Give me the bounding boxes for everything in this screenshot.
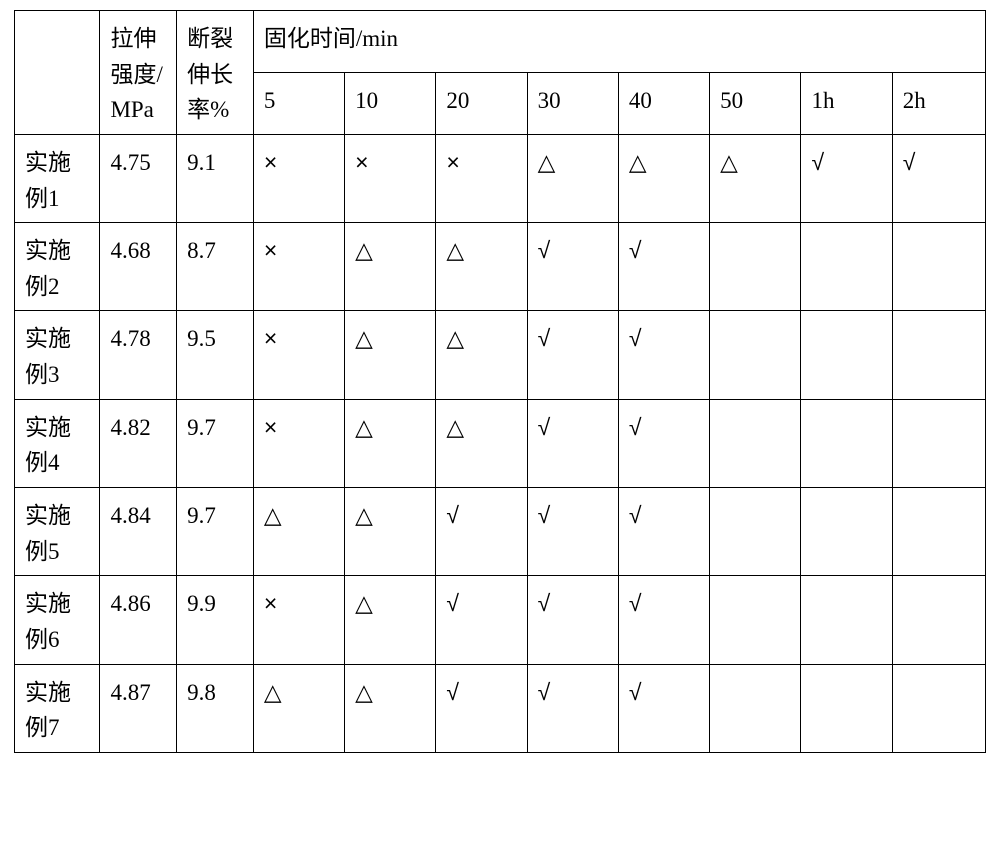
cell-t50 bbox=[710, 576, 801, 664]
cell-t40: √ bbox=[618, 399, 709, 487]
cell-tensile: 4.87 bbox=[100, 664, 177, 752]
cell-tensile: 4.86 bbox=[100, 576, 177, 664]
cell-t2h bbox=[892, 488, 985, 576]
cell-t30: √ bbox=[527, 576, 618, 664]
row-label: 实施例1 bbox=[15, 134, 100, 222]
cell-tensile: 4.68 bbox=[100, 223, 177, 311]
cell-t50 bbox=[710, 488, 801, 576]
header-time-2h: 2h bbox=[892, 72, 985, 134]
cell-t10: △ bbox=[345, 399, 436, 487]
cell-t40: √ bbox=[618, 223, 709, 311]
cell-t5: × bbox=[253, 399, 344, 487]
cell-t50 bbox=[710, 223, 801, 311]
header-time-20: 20 bbox=[436, 72, 527, 134]
cell-t20: √ bbox=[436, 488, 527, 576]
cell-tensile: 4.84 bbox=[100, 488, 177, 576]
cell-t5: × bbox=[253, 134, 344, 222]
cell-elong: 9.5 bbox=[177, 311, 254, 399]
table-row: 实施例4 4.82 9.7 × △ △ √ √ bbox=[15, 399, 986, 487]
cell-t1h bbox=[801, 311, 892, 399]
cell-t20: △ bbox=[436, 311, 527, 399]
cell-t10: △ bbox=[345, 223, 436, 311]
cell-t20: △ bbox=[436, 223, 527, 311]
cell-t5: × bbox=[253, 311, 344, 399]
cell-t30: △ bbox=[527, 134, 618, 222]
cell-t50 bbox=[710, 311, 801, 399]
cell-t40: △ bbox=[618, 134, 709, 222]
cell-t20: √ bbox=[436, 576, 527, 664]
cell-t20: △ bbox=[436, 399, 527, 487]
cell-elong: 9.7 bbox=[177, 488, 254, 576]
header-time-40: 40 bbox=[618, 72, 709, 134]
cell-t1h bbox=[801, 576, 892, 664]
cell-t2h bbox=[892, 399, 985, 487]
data-table: 拉伸强度/MPa 断裂伸长率% 固化时间/min 5 10 20 30 40 5… bbox=[14, 10, 986, 753]
cell-t40: √ bbox=[618, 576, 709, 664]
cell-t40: √ bbox=[618, 664, 709, 752]
cell-t5: △ bbox=[253, 488, 344, 576]
cell-t30: √ bbox=[527, 223, 618, 311]
row-label: 实施例6 bbox=[15, 576, 100, 664]
cell-t5: △ bbox=[253, 664, 344, 752]
table-row: 实施例7 4.87 9.8 △ △ √ √ √ bbox=[15, 664, 986, 752]
row-label: 实施例3 bbox=[15, 311, 100, 399]
cell-t1h bbox=[801, 399, 892, 487]
cell-t2h bbox=[892, 576, 985, 664]
cell-tensile: 4.82 bbox=[100, 399, 177, 487]
cell-t50 bbox=[710, 399, 801, 487]
cell-tensile: 4.78 bbox=[100, 311, 177, 399]
cell-t10: △ bbox=[345, 311, 436, 399]
row-label: 实施例2 bbox=[15, 223, 100, 311]
header-elongation: 断裂伸长率% bbox=[177, 11, 254, 135]
cell-t1h bbox=[801, 488, 892, 576]
table-row: 实施例6 4.86 9.9 × △ √ √ √ bbox=[15, 576, 986, 664]
header-cure-time: 固化时间/min bbox=[253, 11, 985, 73]
cell-t2h bbox=[892, 664, 985, 752]
row-label: 实施例4 bbox=[15, 399, 100, 487]
row-label: 实施例5 bbox=[15, 488, 100, 576]
cell-t20: × bbox=[436, 134, 527, 222]
table-row: 实施例5 4.84 9.7 △ △ √ √ √ bbox=[15, 488, 986, 576]
cell-elong: 8.7 bbox=[177, 223, 254, 311]
cell-t50 bbox=[710, 664, 801, 752]
header-time-10: 10 bbox=[345, 72, 436, 134]
cell-t30: √ bbox=[527, 399, 618, 487]
cell-t30: √ bbox=[527, 664, 618, 752]
cell-elong: 9.1 bbox=[177, 134, 254, 222]
cell-t2h bbox=[892, 223, 985, 311]
cell-t5: × bbox=[253, 576, 344, 664]
header-time-5: 5 bbox=[253, 72, 344, 134]
cell-t1h bbox=[801, 664, 892, 752]
row-label: 实施例7 bbox=[15, 664, 100, 752]
cell-t30: √ bbox=[527, 311, 618, 399]
cell-t50: △ bbox=[710, 134, 801, 222]
header-time-50: 50 bbox=[710, 72, 801, 134]
table-row: 实施例3 4.78 9.5 × △ △ √ √ bbox=[15, 311, 986, 399]
cell-elong: 9.7 bbox=[177, 399, 254, 487]
cell-t10: △ bbox=[345, 488, 436, 576]
cell-t30: √ bbox=[527, 488, 618, 576]
cell-elong: 9.8 bbox=[177, 664, 254, 752]
cell-t5: × bbox=[253, 223, 344, 311]
cell-t1h bbox=[801, 223, 892, 311]
cell-t1h: √ bbox=[801, 134, 892, 222]
header-tensile-strength: 拉伸强度/MPa bbox=[100, 11, 177, 135]
cell-elong: 9.9 bbox=[177, 576, 254, 664]
cell-t20: √ bbox=[436, 664, 527, 752]
cell-t10: △ bbox=[345, 664, 436, 752]
cell-t40: √ bbox=[618, 311, 709, 399]
header-time-30: 30 bbox=[527, 72, 618, 134]
table-row: 实施例2 4.68 8.7 × △ △ √ √ bbox=[15, 223, 986, 311]
header-row-1: 拉伸强度/MPa 断裂伸长率% 固化时间/min bbox=[15, 11, 986, 73]
page-container: 拉伸强度/MPa 断裂伸长率% 固化时间/min 5 10 20 30 40 5… bbox=[0, 0, 1000, 866]
cell-t2h: √ bbox=[892, 134, 985, 222]
header-time-1h: 1h bbox=[801, 72, 892, 134]
cell-t10: △ bbox=[345, 576, 436, 664]
cell-t40: √ bbox=[618, 488, 709, 576]
header-blank bbox=[15, 11, 100, 135]
table-row: 实施例1 4.75 9.1 × × × △ △ △ √ √ bbox=[15, 134, 986, 222]
cell-tensile: 4.75 bbox=[100, 134, 177, 222]
cell-t2h bbox=[892, 311, 985, 399]
cell-t10: × bbox=[345, 134, 436, 222]
